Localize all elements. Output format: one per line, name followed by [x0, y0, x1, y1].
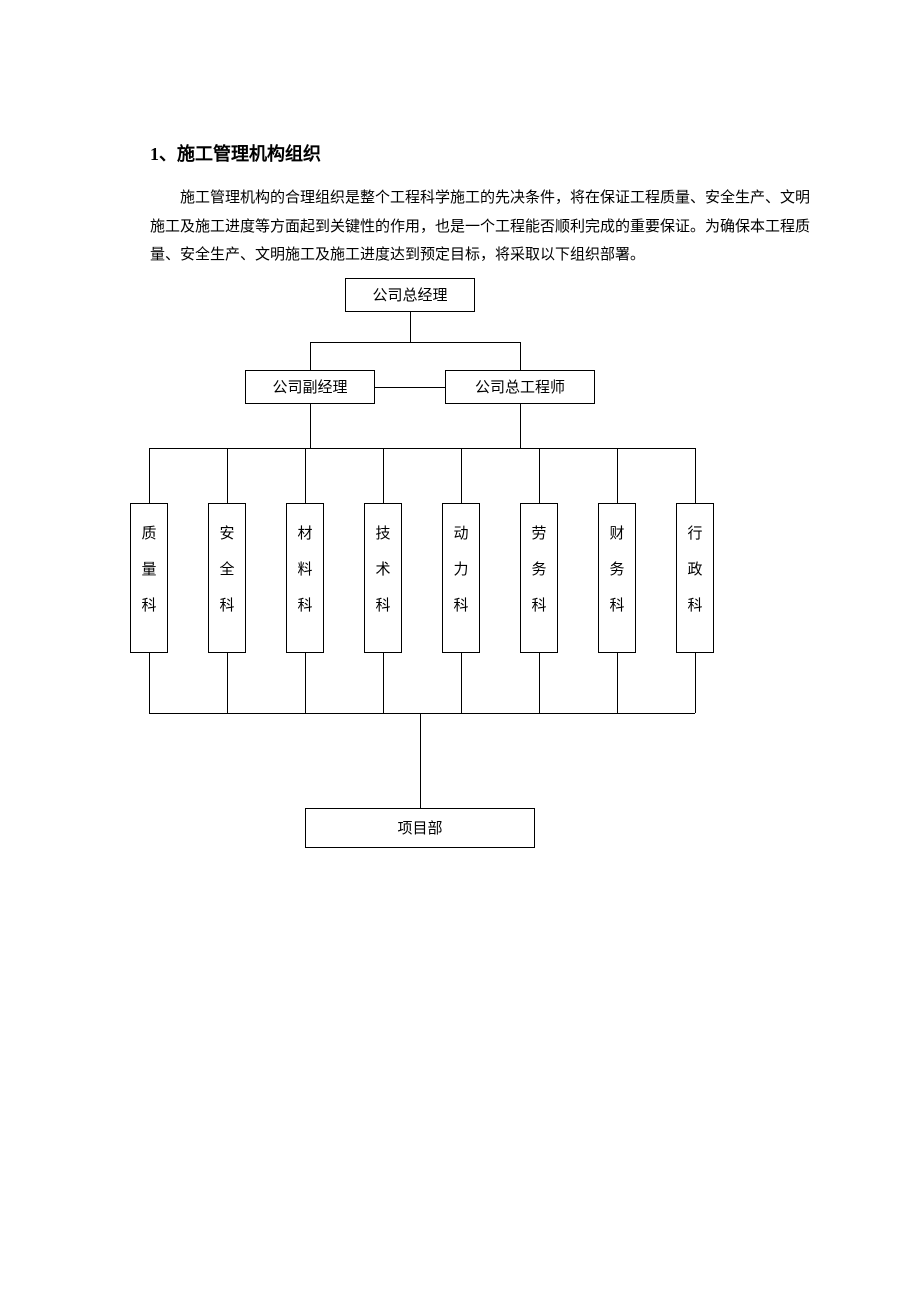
edge: [410, 312, 411, 342]
edge: [383, 653, 384, 713]
edge: [617, 448, 618, 503]
edge: [461, 653, 462, 713]
node-dept-tech: 技术科: [364, 503, 402, 653]
edge: [617, 653, 618, 713]
node-project-dept: 项目部: [305, 808, 535, 848]
node-dept-admin: 行政科: [676, 503, 714, 653]
edge: [310, 404, 311, 448]
intro-paragraph: 施工管理机构的合理组织是整个工程科学施工的先决条件，将在保证工程质量、安全生产、…: [150, 184, 810, 270]
node-chief-eng-label: 公司总工程师: [475, 376, 565, 397]
edge: [149, 653, 150, 713]
node-deputy: 公司副经理: [245, 370, 375, 404]
org-chart: 公司总经理 公司副经理 公司总工程师 质量科 安全科 材料科: [130, 278, 750, 898]
edge: [520, 404, 521, 448]
node-dept-material: 材料科: [286, 503, 324, 653]
node-dept-quality: 质量科: [130, 503, 168, 653]
node-project-dept-label: 项目部: [397, 817, 442, 838]
edge: [305, 448, 306, 503]
node-gm: 公司总经理: [345, 278, 475, 312]
edge: [695, 448, 696, 503]
edge: [310, 342, 520, 343]
node-dept-power: 动力科: [442, 503, 480, 653]
edge: [227, 448, 228, 503]
node-chief-eng: 公司总工程师: [445, 370, 595, 404]
edge: [149, 713, 695, 714]
edge: [539, 653, 540, 713]
node-gm-label: 公司总经理: [372, 284, 447, 305]
edge: [310, 342, 311, 370]
node-dept-safety: 安全科: [208, 503, 246, 653]
edge: [520, 342, 521, 370]
edge: [539, 448, 540, 503]
section-heading: 1、施工管理机构组织: [150, 140, 810, 166]
node-dept-labor: 劳务科: [520, 503, 558, 653]
edge: [383, 448, 384, 503]
edge: [149, 448, 150, 503]
edge: [305, 653, 306, 713]
edge: [420, 713, 421, 808]
node-deputy-label: 公司副经理: [272, 376, 347, 397]
edge: [461, 448, 462, 503]
edge: [227, 653, 228, 713]
edge: [695, 653, 696, 713]
edge: [149, 448, 695, 449]
node-dept-finance: 财务科: [598, 503, 636, 653]
edge: [375, 387, 445, 388]
